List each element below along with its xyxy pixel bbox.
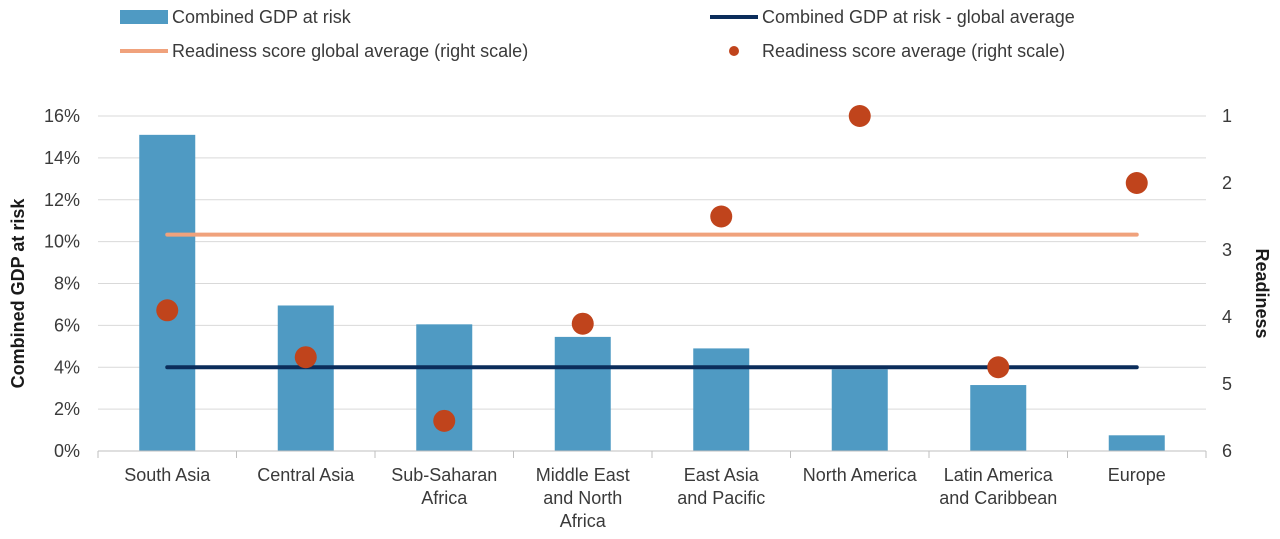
bar: [831, 369, 888, 451]
x-tick-label-line: Sub-Saharan: [391, 465, 497, 485]
x-tick-label: Central Asia: [257, 465, 355, 485]
y2-axis-title: Readiness: [1252, 248, 1272, 338]
y-tick-label: 10%: [44, 232, 80, 252]
y2-tick-label: 4: [1222, 307, 1232, 327]
x-tick-label: Europe: [1108, 465, 1166, 485]
scatter-series: [156, 105, 1148, 432]
axes: 0% 2% 4% 6% 8% 10% 12% 14% 16% 1 2 3 4 5 6 South Asia Ce…: [8, 106, 1272, 531]
bar-series: [139, 134, 1165, 451]
legend-label: Readiness score global average (right sc…: [172, 41, 528, 61]
y-tick-label: 4%: [54, 357, 80, 377]
legend: Combined GDP at risk Combined GDP at risk…: [120, 7, 1075, 61]
bar: [970, 385, 1027, 451]
x-tick-label-line: and North: [543, 488, 622, 508]
x-tick-label-line: North America: [803, 465, 918, 485]
bar: [139, 134, 196, 451]
y2-tick-label: 2: [1222, 173, 1232, 193]
y-tick-label: 6%: [54, 315, 80, 335]
y-tick-label: 2%: [54, 399, 80, 419]
y2-tick-label: 3: [1222, 240, 1232, 260]
x-tick-label-line: and Pacific: [677, 488, 765, 508]
x-tick-label: Middle East and North Africa: [536, 465, 630, 531]
line-series: [165, 232, 1139, 370]
bar: [554, 336, 611, 451]
legend-label: Combined GDP at risk - global average: [762, 7, 1075, 27]
x-tick-label-line: South Asia: [124, 465, 211, 485]
y-axis-title: Combined GDP at risk: [8, 198, 28, 389]
scatter-point: [1125, 172, 1148, 194]
x-tick-label: Latin America and Caribbean: [939, 465, 1057, 508]
x-tick-label-line: Middle East: [536, 465, 630, 485]
y-tick-label: 8%: [54, 274, 80, 294]
legend-swatch-bar: [120, 10, 168, 24]
scatter-point: [848, 105, 871, 127]
x-tick-label: North America: [803, 465, 918, 485]
x-tick-label-line: Latin America: [944, 465, 1054, 485]
legend-swatch-dot: [729, 46, 739, 56]
y-tick-label: 16%: [44, 106, 80, 126]
x-tick-label: Sub-Saharan Africa: [391, 465, 497, 508]
x-tick-label-line: East Asia: [684, 465, 760, 485]
scatter-point: [710, 205, 733, 228]
scatter-point: [294, 346, 317, 369]
scatter-point: [987, 356, 1010, 379]
scatter-point: [433, 409, 456, 432]
legend-label: Readiness score average (right scale): [762, 41, 1065, 61]
bar: [1108, 435, 1165, 451]
x-tick-label-line: Central Asia: [257, 465, 355, 485]
bar: [693, 348, 750, 451]
y-tick-label: 0%: [54, 441, 80, 461]
y2-tick-label: 6: [1222, 441, 1232, 461]
x-tick-label-line: Africa: [560, 511, 607, 531]
x-tick-label-line: Africa: [421, 488, 468, 508]
y-tick-label: 14%: [44, 148, 80, 168]
y-tick-label: 12%: [44, 190, 80, 210]
y2-tick-label: 5: [1222, 374, 1232, 394]
x-tick-label: South Asia: [124, 465, 211, 485]
bar: [416, 324, 473, 451]
scatter-point: [571, 312, 594, 335]
x-tick-label-line: and Caribbean: [939, 488, 1057, 508]
scatter-point: [156, 299, 179, 322]
x-tick-label: East Asia and Pacific: [677, 465, 765, 508]
y2-tick-label: 1: [1222, 106, 1232, 126]
x-tick-label-line: Europe: [1108, 465, 1166, 485]
gridlines: [98, 115, 1206, 452]
bar: [277, 305, 334, 451]
legend-label: Combined GDP at risk: [172, 7, 352, 27]
